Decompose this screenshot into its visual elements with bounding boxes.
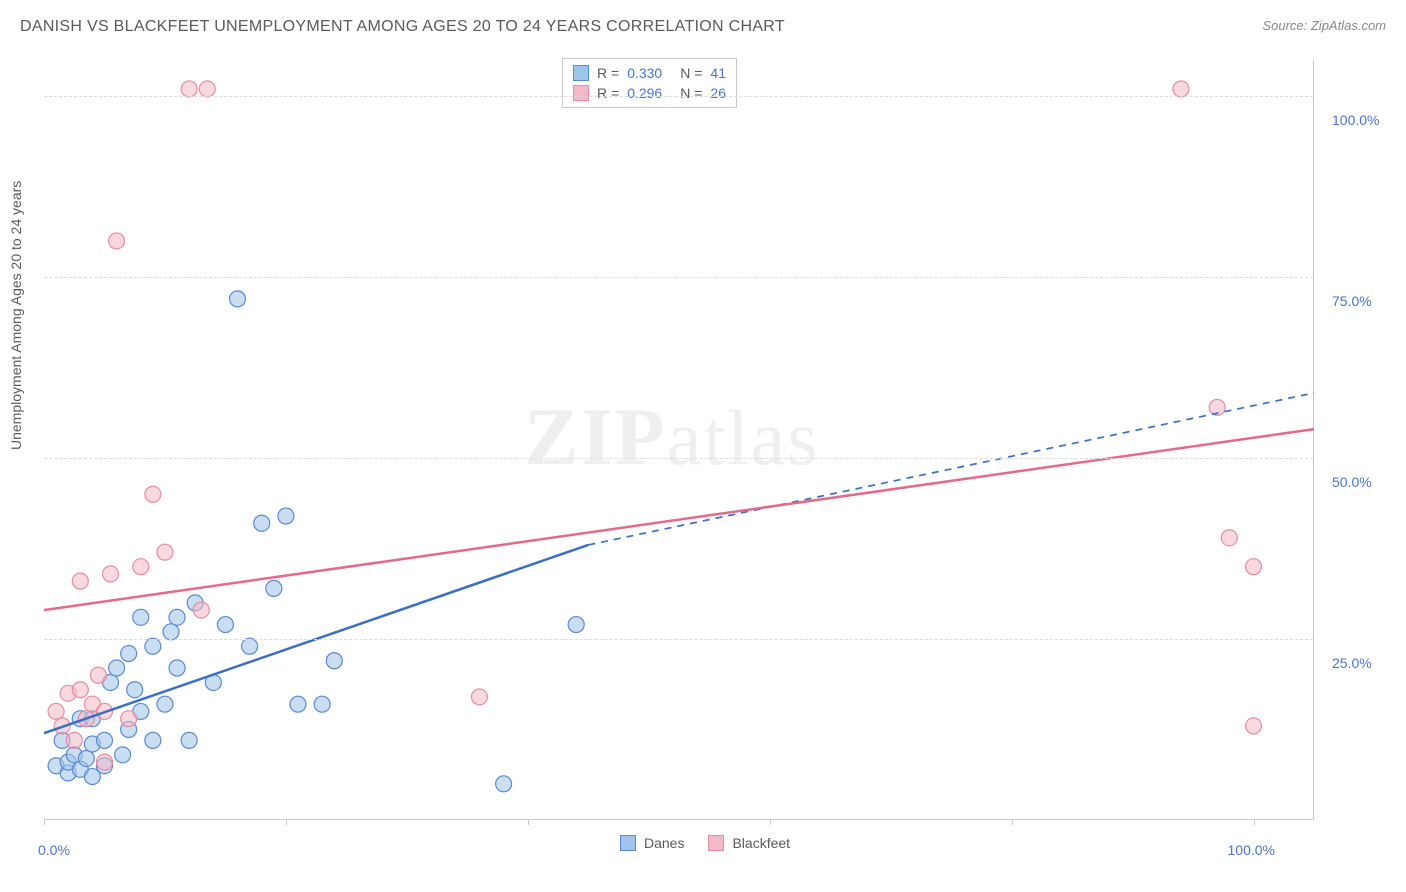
data-point [145, 732, 161, 748]
data-point [181, 732, 197, 748]
data-point [1221, 530, 1237, 546]
data-point [133, 559, 149, 575]
legend-item-danes: Danes [620, 835, 684, 851]
x-tick-mark [44, 819, 45, 825]
n-label: N = [680, 65, 702, 81]
data-point [163, 624, 179, 640]
x-tick-mark [770, 819, 771, 825]
trend-line [44, 429, 1314, 610]
data-point [96, 754, 112, 770]
r-value-danes: 0.330 [627, 65, 662, 81]
data-point [145, 486, 161, 502]
n-value-danes: 41 [710, 65, 726, 81]
data-point [109, 660, 125, 676]
data-point [72, 573, 88, 589]
stats-legend: R = 0.330 N = 41 R = 0.296 N = 26 [562, 58, 737, 108]
swatch-danes [573, 65, 589, 81]
data-point [96, 732, 112, 748]
data-point [242, 638, 258, 654]
gridline [44, 458, 1313, 459]
x-tick-mark [286, 819, 287, 825]
y-axis-label: Unemployment Among Ages 20 to 24 years [8, 181, 24, 450]
chart-title: DANISH VS BLACKFEET UNEMPLOYMENT AMONG A… [20, 18, 785, 36]
data-point [66, 732, 82, 748]
data-point [217, 617, 233, 633]
data-point [103, 566, 119, 582]
x-tick-mark [1254, 819, 1255, 825]
data-point [181, 81, 197, 97]
y-tick-label: 25.0% [1332, 655, 1372, 671]
legend-label-blackfeet: Blackfeet [732, 835, 790, 851]
data-point [127, 682, 143, 698]
data-point [266, 580, 282, 596]
data-point [290, 696, 306, 712]
data-point [193, 602, 209, 618]
data-point [157, 696, 173, 712]
swatch-blackfeet [573, 85, 589, 101]
data-point [121, 646, 137, 662]
legend-label-danes: Danes [644, 835, 684, 851]
data-point [1173, 81, 1189, 97]
data-point [1246, 718, 1262, 734]
gridline [44, 277, 1313, 278]
data-point [48, 703, 64, 719]
n-value-blackfeet: 26 [710, 85, 726, 101]
trend-line-extrapolated [588, 393, 1314, 545]
data-point [90, 667, 106, 683]
x-tick-mark [1012, 819, 1013, 825]
r-value-blackfeet: 0.296 [627, 85, 662, 101]
data-point [169, 609, 185, 625]
x-tick-mark [528, 819, 529, 825]
data-point [157, 544, 173, 560]
legend-swatch-danes [620, 835, 636, 851]
data-point [496, 776, 512, 792]
data-point [568, 617, 584, 633]
x-tick-label: 0.0% [38, 842, 70, 858]
data-point [471, 689, 487, 705]
data-point [230, 291, 246, 307]
source-attribution: Source: ZipAtlas.com [1262, 18, 1386, 33]
y-tick-label: 100.0% [1332, 112, 1379, 128]
data-point [109, 233, 125, 249]
data-point [278, 508, 294, 524]
data-point [169, 660, 185, 676]
n-label: N = [680, 85, 702, 101]
chart-plot-area: ZIPatlas R = 0.330 N = 41 R = 0.296 N = … [44, 60, 1314, 820]
y-tick-label: 75.0% [1332, 293, 1372, 309]
series-legend: Danes Blackfeet [620, 835, 790, 851]
gridline [44, 96, 1313, 97]
data-point [72, 682, 88, 698]
stats-row-danes: R = 0.330 N = 41 [573, 63, 726, 83]
legend-item-blackfeet: Blackfeet [708, 835, 790, 851]
stats-row-blackfeet: R = 0.296 N = 26 [573, 83, 726, 103]
data-point [133, 609, 149, 625]
data-point [145, 638, 161, 654]
data-point [1246, 559, 1262, 575]
data-point [326, 653, 342, 669]
x-tick-label: 100.0% [1228, 842, 1275, 858]
data-point [199, 81, 215, 97]
scatter-svg [44, 60, 1313, 819]
gridline [44, 639, 1313, 640]
data-point [115, 747, 131, 763]
legend-swatch-blackfeet [708, 835, 724, 851]
data-point [254, 515, 270, 531]
r-label: R = [597, 65, 619, 81]
data-point [314, 696, 330, 712]
y-tick-label: 50.0% [1332, 474, 1372, 490]
data-point [121, 711, 137, 727]
data-point [78, 750, 94, 766]
r-label: R = [597, 85, 619, 101]
